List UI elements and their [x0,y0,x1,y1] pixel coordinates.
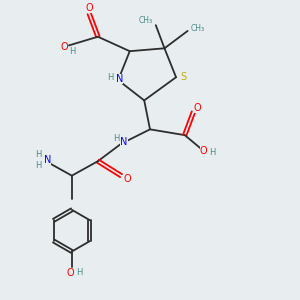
Text: N: N [44,155,51,165]
Text: CH₃: CH₃ [139,16,153,25]
Text: O: O [85,3,93,13]
Text: O: O [61,42,68,52]
Text: H: H [107,73,113,82]
Text: H: H [35,161,42,170]
Text: H: H [35,150,42,159]
Text: H: H [113,134,120,143]
Text: H: H [69,47,75,56]
Text: O: O [200,146,207,156]
Text: CH₃: CH₃ [191,23,205,32]
Text: S: S [180,72,186,82]
Text: H: H [76,268,82,277]
Text: N: N [120,137,128,147]
Text: O: O [67,268,74,278]
Text: H: H [209,148,215,157]
Text: N: N [116,74,123,84]
Text: O: O [194,103,202,112]
Text: O: O [123,173,131,184]
